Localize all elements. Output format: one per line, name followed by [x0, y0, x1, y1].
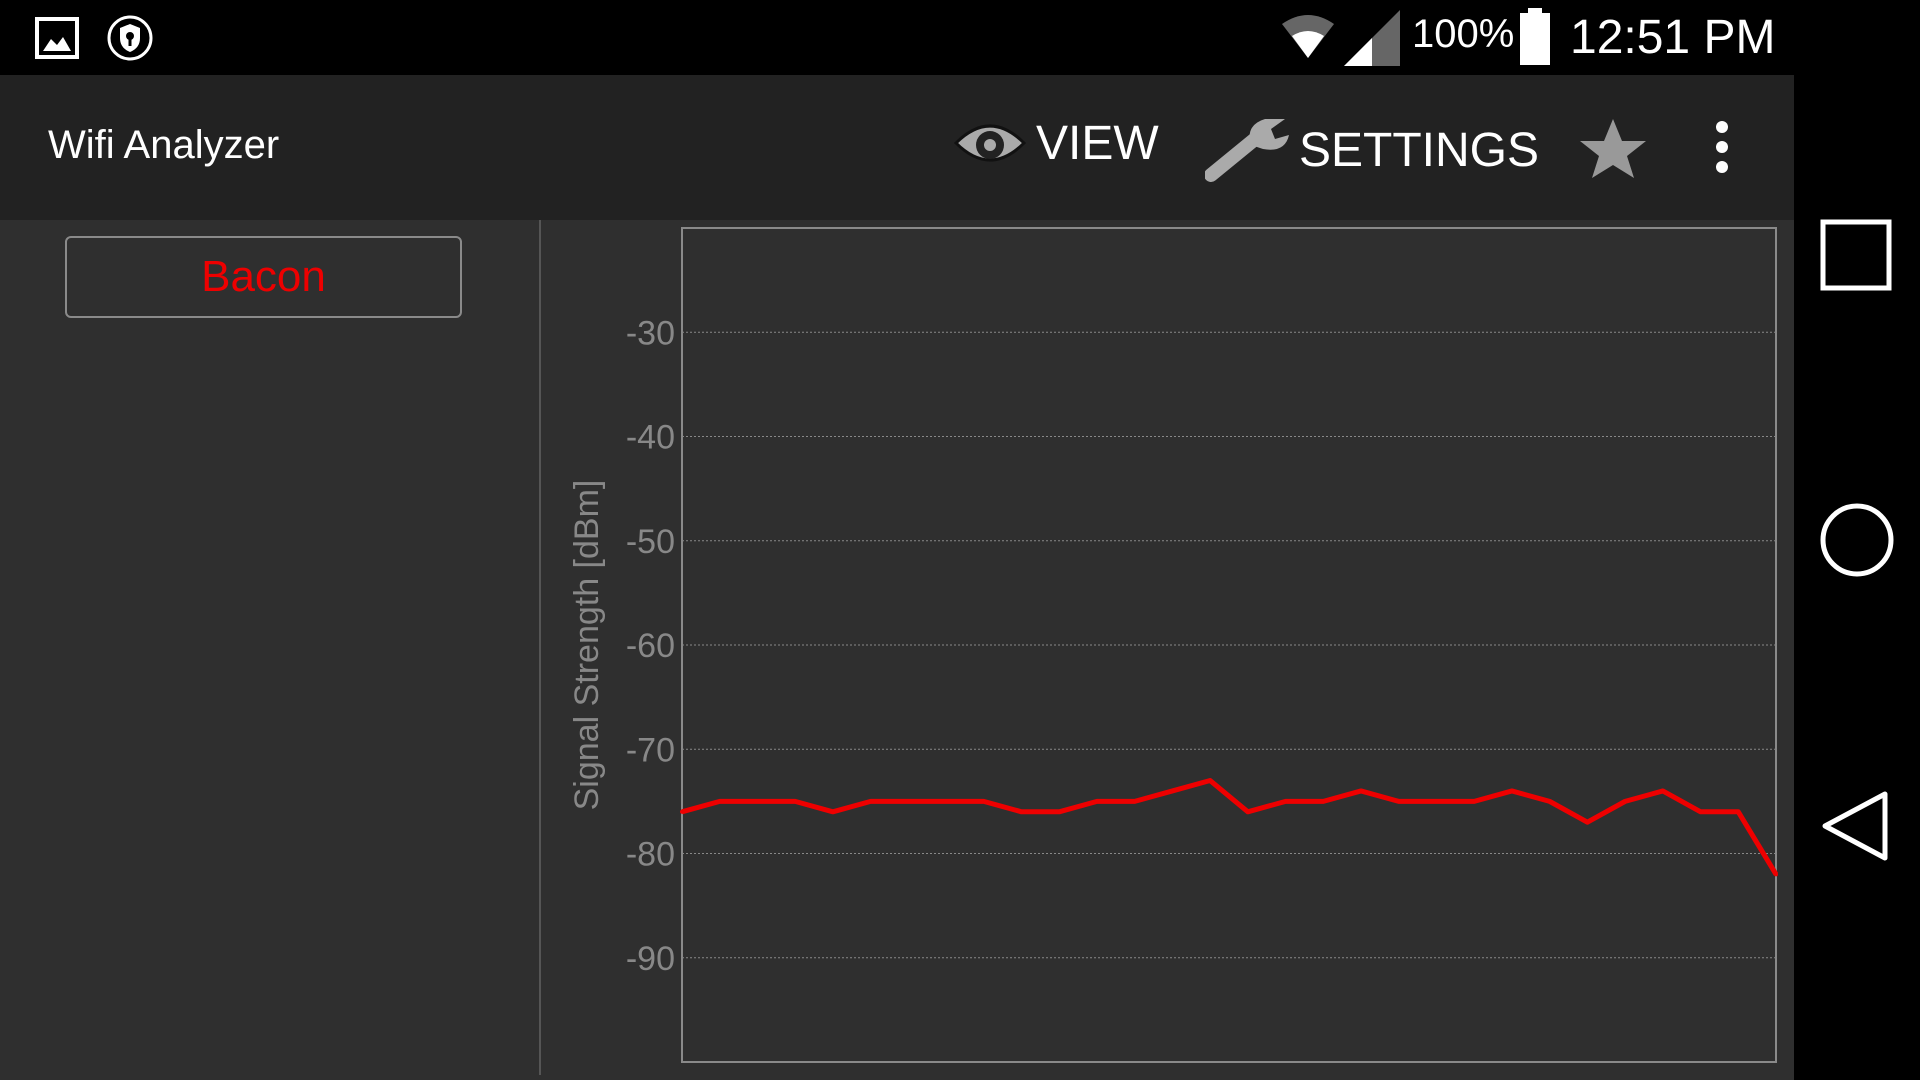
- series-line-bacon: [681, 778, 1779, 876]
- data-point: [1660, 788, 1665, 793]
- data-point: [1547, 799, 1552, 804]
- settings-button[interactable]: SETTINGS: [1205, 115, 1539, 185]
- vpn-shield-icon: [107, 15, 153, 61]
- data-point: [981, 799, 986, 804]
- wifi-icon: [1282, 15, 1334, 58]
- battery-icon: [1520, 8, 1550, 65]
- cell-signal-icon: [1344, 10, 1400, 66]
- star-icon[interactable]: [1578, 117, 1648, 179]
- eye-icon: [953, 124, 1027, 162]
- action-bar: Wifi Analyzer VIEW SETTINGS: [0, 75, 1794, 220]
- clock: 12:51 PM: [1570, 11, 1776, 64]
- battery-percent: 100%: [1412, 12, 1515, 56]
- overflow-menu-icon[interactable]: [1708, 119, 1736, 175]
- app-title: Wifi Analyzer: [48, 123, 280, 167]
- data-point: [1472, 799, 1477, 804]
- data-point: [1019, 809, 1024, 814]
- network-list: Bacon: [0, 220, 541, 1075]
- data-point: [944, 799, 949, 804]
- recents-icon[interactable]: [1819, 218, 1893, 292]
- data-point: [793, 799, 798, 804]
- y-axis-label: Signal Strength [dBm]: [568, 480, 606, 811]
- data-point: [1283, 799, 1288, 804]
- y-tick-label: -50: [626, 523, 675, 561]
- wrench-icon: [1205, 119, 1289, 182]
- data-point: [1774, 872, 1778, 877]
- data-point: [1321, 799, 1326, 804]
- y-tick-label: -80: [626, 836, 675, 874]
- view-label: VIEW: [1036, 116, 1159, 170]
- data-point: [1736, 809, 1741, 814]
- data-point: [1245, 809, 1250, 814]
- status-bar: 100% 12:51 PM: [0, 0, 1794, 75]
- main-content: Bacon: [0, 220, 1794, 1080]
- data-point: [1434, 799, 1439, 804]
- y-tick-label: -60: [626, 627, 675, 665]
- data-point: [1509, 788, 1514, 793]
- image-icon: [35, 17, 79, 59]
- data-point: [906, 799, 911, 804]
- back-icon[interactable]: [1819, 788, 1893, 864]
- data-point: [1698, 809, 1703, 814]
- data-point: [1623, 799, 1628, 804]
- y-tick-label: -30: [626, 314, 675, 352]
- data-point: [868, 799, 873, 804]
- navigation-bar: [1794, 0, 1920, 1080]
- y-tick-label: -70: [626, 731, 675, 769]
- data-point: [717, 799, 722, 804]
- data-point: [1094, 799, 1099, 804]
- data-point: [755, 799, 760, 804]
- data-point: [1585, 820, 1590, 825]
- data-point: [680, 809, 684, 814]
- view-button[interactable]: VIEW: [952, 115, 1159, 171]
- data-point: [1057, 809, 1062, 814]
- data-point: [1170, 788, 1175, 793]
- settings-label: SETTINGS: [1299, 123, 1540, 177]
- data-point: [1359, 788, 1364, 793]
- y-tick-label: -90: [626, 940, 675, 978]
- data-point: [830, 809, 835, 814]
- network-button-bacon[interactable]: Bacon: [65, 236, 462, 318]
- data-point: [1208, 778, 1213, 783]
- home-icon[interactable]: [1819, 502, 1895, 578]
- y-tick-label: -40: [626, 419, 675, 457]
- data-point: [1132, 799, 1137, 804]
- data-point: [1396, 799, 1401, 804]
